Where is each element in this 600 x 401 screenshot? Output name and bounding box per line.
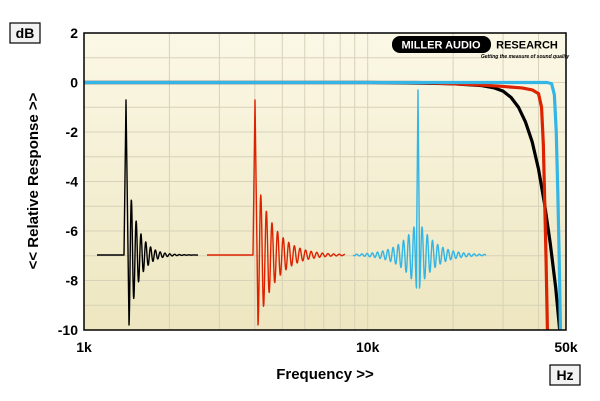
series-line-3 [84, 80, 563, 330]
y-tick-label: -8 [66, 273, 79, 289]
x-tick-label: 10k [356, 339, 380, 355]
y-tick-labels: 2 0 -2 -4 -6 -8 -10 [58, 25, 78, 338]
logo-tagline: Getting the measure of sound quality [481, 54, 570, 60]
y-tick-label: 0 [70, 75, 78, 91]
logo-left-text: MILLER AUDIO [401, 40, 480, 52]
y-unit-box: dB [9, 22, 41, 44]
y-tick-label: -6 [66, 223, 79, 239]
impulse-insets [96, 89, 487, 326]
x-unit-box: Hz [549, 364, 581, 386]
x-tick-label: 1k [76, 339, 92, 355]
logo: MILLER AUDIO RESEARCH Getting the measur… [392, 36, 569, 60]
y-tick-label: -2 [66, 124, 79, 140]
x-axis-title: Frequency >> [276, 366, 374, 383]
y-tick-label: -10 [58, 322, 78, 338]
y-tick-label: -4 [66, 174, 79, 190]
x-unit-label: Hz [556, 367, 573, 383]
plot-frame [83, 32, 567, 331]
y-axis-title: << Relative Response >> [25, 92, 42, 269]
logo-right-text: RESEARCH [496, 40, 558, 52]
y-unit-label: dB [16, 25, 35, 41]
x-tick-labels: 1k 10k 50k [76, 339, 578, 355]
x-tick-label: 50k [554, 339, 578, 355]
impulse-inset-1 [96, 99, 199, 326]
impulse-inset-2 [206, 99, 346, 326]
series-lines [84, 80, 563, 330]
y-tick-label: 2 [70, 25, 78, 41]
impulse-inset-3 [352, 89, 487, 289]
